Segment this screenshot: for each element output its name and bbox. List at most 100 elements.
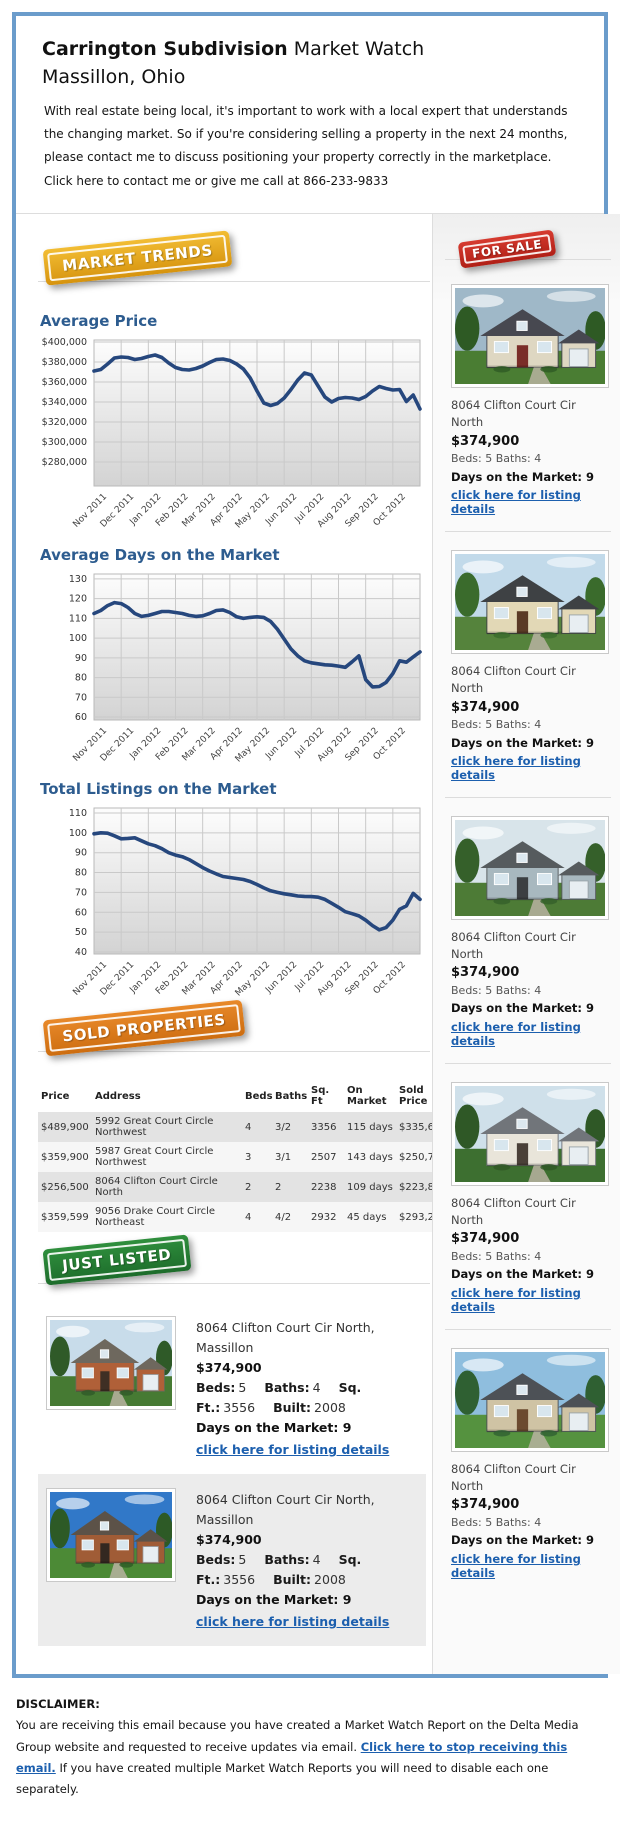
- just-listed-item: 8064 Clifton Court Cir North, Massillon …: [38, 1302, 426, 1474]
- built-value: 2008: [314, 1400, 346, 1416]
- listing-days-on-market: Days on the Market: 9: [451, 735, 594, 750]
- listing-details-link[interactable]: click here for listing details: [196, 1614, 390, 1630]
- svg-text:120: 120: [69, 594, 87, 605]
- cell-on-market: 109 days: [347, 1181, 393, 1193]
- table-header-row: Price Address Beds Baths Sq. Ft On Marke…: [38, 1080, 450, 1112]
- col-baths: Baths: [275, 1090, 308, 1102]
- listing-photo[interactable]: [46, 1316, 176, 1411]
- svg-text:70: 70: [75, 888, 87, 899]
- header: Carrington Subdivision Market Watch Mass…: [16, 16, 604, 213]
- for-sale-listing-card: 8064 Clifton Court Cir North $374,900 Be…: [445, 812, 611, 1064]
- section-divider: [38, 1051, 430, 1053]
- listing-photo[interactable]: [451, 1347, 609, 1452]
- listing-details-link[interactable]: click here for listing details: [451, 1019, 581, 1048]
- table-row: $256,500 8064 Clifton Court Circle North 2…: [38, 1172, 450, 1203]
- svg-text:$340,000: $340,000: [42, 397, 87, 408]
- listing-beds-baths: Beds: 5 Baths: 4: [451, 718, 542, 731]
- content-columns: MARKET TRENDS Average Price $400,000 $380…: [16, 213, 620, 1675]
- total-listings-title: Total Listings on the Market: [40, 780, 277, 799]
- average-days-chart: 130 120 110 100 90 80 70 60 Nov 2011 Dec 2011 Jan …: [38, 568, 430, 766]
- newsletter-container: Carrington Subdivision Market Watch Mass…: [12, 12, 620, 1679]
- cell-baths: 2: [275, 1181, 282, 1193]
- baths-label: Baths:: [264, 1552, 310, 1568]
- for-sale-listing-card: 8064 Clifton Court Cir North $374,900 Be…: [445, 546, 611, 798]
- listing-beds-baths: Beds: 5 Baths: 4: [451, 452, 542, 466]
- beds-value: 5: [238, 1380, 247, 1396]
- svg-text:60: 60: [75, 907, 87, 918]
- total-listings-chart: 110 100 90 80 70 60 50 40 Nov 2011 Dec 2011 Jan 20…: [38, 802, 430, 1000]
- listing-photo[interactable]: [451, 1081, 609, 1186]
- listing-address: 8064 Clifton Court Cir North, Massillon: [196, 1492, 375, 1528]
- for-sale-section-header: FOR SALE: [445, 229, 611, 278]
- listing-info: 8064 Clifton Court Cir North, Massillon …: [196, 1316, 416, 1460]
- listing-details-link[interactable]: click here for listing details: [196, 1442, 390, 1458]
- listing-beds-baths: Beds: 5 Baths: 4: [451, 1515, 542, 1529]
- market-trends-badge: MARKET TRENDS: [42, 230, 233, 286]
- listing-days-on-market: Days on the Market: 9: [451, 1267, 594, 1282]
- listing-photo[interactable]: [46, 1488, 176, 1583]
- average-price-chart: $400,000 $380,000 $360,000 $340,000 $320,000…: [38, 334, 430, 532]
- cell-on-market: 143 days: [347, 1151, 393, 1163]
- listing-price: $374,900: [451, 433, 520, 449]
- listing-days-on-market: Days on the Market: 9: [451, 1533, 594, 1548]
- cell-on-market: 2932: [311, 1211, 337, 1223]
- main-column: MARKET TRENDS Average Price $400,000 $380…: [16, 214, 450, 1674]
- svg-text:$320,000: $320,000: [42, 417, 87, 428]
- disclaimer-text: If you have created multiple Market Watc…: [16, 1760, 549, 1797]
- listing-days-on-market: Days on the Market: 9: [196, 1592, 352, 1608]
- svg-text:100: 100: [69, 633, 87, 644]
- svg-text:$380,000: $380,000: [42, 357, 87, 368]
- listing-details-link[interactable]: click here for listing details: [451, 488, 581, 516]
- listing-details-link[interactable]: click here for listing details: [451, 1285, 581, 1314]
- cell-address: 8064 Clifton Court Circle North: [95, 1176, 218, 1199]
- listing-price: $374,900: [196, 1532, 262, 1548]
- newsletter-page: Carrington Subdivision Market Watch Mass…: [0, 12, 620, 1800]
- sqft-value: 3556: [223, 1400, 256, 1416]
- listing-details-link[interactable]: click here for listing details: [451, 1551, 581, 1580]
- cell-price: $256,500: [41, 1181, 89, 1193]
- svg-text:110: 110: [69, 808, 87, 819]
- cell-sqft: 3356: [311, 1121, 337, 1133]
- baths-value: 4: [312, 1552, 321, 1568]
- page-title: Carrington Subdivision Market Watch: [42, 36, 578, 64]
- just-listed-badge: JUST LISTED: [42, 1234, 191, 1286]
- listing-days-on-market: Days on the Market: 9: [451, 469, 594, 484]
- built-value: 2008: [314, 1572, 346, 1588]
- listing-info: 8064 Clifton Court Cir North, Massillon …: [196, 1488, 416, 1632]
- col-on-market: On Market: [347, 1085, 387, 1108]
- cell-price: $489,900: [41, 1121, 89, 1133]
- listing-price: $374,900: [451, 1231, 520, 1247]
- svg-text:70: 70: [75, 692, 87, 703]
- listing-address: 8064 Clifton Court Cir North: [451, 929, 576, 962]
- cell-beds: 4: [245, 1121, 252, 1133]
- section-divider: [445, 259, 611, 261]
- sqft-label: Sq. Ft.:: [196, 1380, 362, 1416]
- listing-price: $374,900: [196, 1360, 262, 1376]
- average-price-title: Average Price: [40, 312, 158, 331]
- listing-beds-baths: Beds: 5 Baths: 4: [451, 983, 542, 997]
- section-divider: [38, 1283, 430, 1285]
- for-sale-badge: FOR SALE: [457, 229, 557, 269]
- listing-details-link[interactable]: click here for listing details: [451, 753, 581, 782]
- report-name: Market Watch: [287, 38, 425, 60]
- col-beds: Beds: [245, 1090, 273, 1102]
- col-address: Address: [95, 1090, 141, 1102]
- for-sale-listing-card: 8064 Clifton Court Cir North $374,900 Be…: [445, 1078, 611, 1330]
- svg-text:$360,000: $360,000: [42, 377, 87, 388]
- listing-photo[interactable]: [451, 815, 609, 920]
- cell-beds: 4: [245, 1211, 252, 1223]
- listing-photo[interactable]: [451, 550, 609, 654]
- for-sale-listing-card: 8064 Clifton Court Cir North $374,900 Be…: [445, 1344, 611, 1595]
- listing-price: $374,900: [451, 699, 520, 715]
- sqft-value: 3556: [223, 1572, 256, 1588]
- listing-price: $374,900: [451, 965, 520, 981]
- listing-photo[interactable]: [451, 284, 609, 389]
- intro-paragraph: With real estate being local, it's impor…: [44, 103, 568, 188]
- cell-baths: 3/1: [275, 1151, 292, 1163]
- svg-text:60: 60: [75, 712, 87, 723]
- cell-sold-price: $223,800: [399, 1181, 447, 1193]
- svg-text:90: 90: [75, 848, 87, 859]
- listing-days-on-market: Days on the Market: 9: [196, 1420, 352, 1436]
- listing-specs: Beds: 5 Baths: 4 Sq. Ft.: 3556 Built: 2008: [196, 1378, 416, 1418]
- just-listed-item: 8064 Clifton Court Cir North, Massillon …: [38, 1474, 426, 1647]
